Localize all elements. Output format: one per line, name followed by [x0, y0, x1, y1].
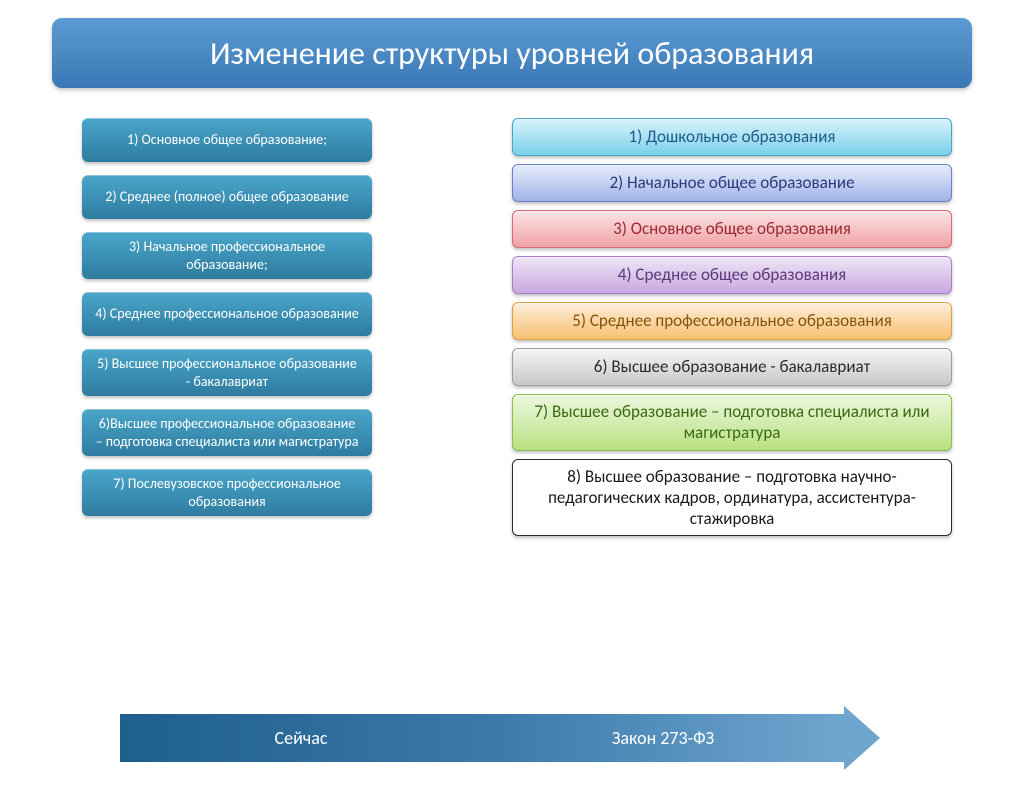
title-text: Изменение структуры уровней образования	[210, 34, 814, 73]
right-item-label: 2) Начальное общее образование	[609, 172, 854, 193]
right-item-1: 1) Дошкольное образования	[512, 118, 952, 156]
arrow-law-label: Закон 273-ФЗ	[612, 727, 714, 749]
right-item-label: 5) Среднее профессиональное образования	[572, 310, 892, 331]
left-item-label: 6)Высшее профессиональное образование – …	[94, 415, 360, 450]
comparison-columns: 1) Основное общее образование; 2) Среднее…	[32, 118, 992, 536]
arrow-segment-law: Закон 273-ФЗ	[482, 714, 844, 762]
arrow-head-icon	[844, 706, 880, 770]
left-item-3: 3) Начальное профессиональное образовани…	[82, 232, 372, 279]
arrow-body: Сейчас Закон 273-ФЗ	[120, 714, 844, 762]
left-item-label: 4) Среднее профессиональное образование	[95, 305, 358, 323]
left-item-label: 2) Среднее (полное) общее образование	[105, 188, 348, 206]
right-item-7: 7) Высшее образование – подготовка специ…	[512, 394, 952, 451]
left-item-5: 5) Высшее профессиональное образование -…	[82, 349, 372, 396]
left-column: 1) Основное общее образование; 2) Среднее…	[82, 118, 372, 536]
timeline-arrow: Сейчас Закон 273-ФЗ	[120, 714, 880, 762]
title-banner: Изменение структуры уровней образования	[52, 18, 972, 88]
right-item-8: 8) Высшее образование – подготовка научн…	[512, 459, 952, 537]
left-item-label: 3) Начальное профессиональное образовани…	[94, 238, 360, 273]
left-item-label: 1) Основное общее образование;	[127, 131, 327, 149]
right-column: 1) Дошкольное образования 2) Начальное об…	[512, 118, 952, 536]
left-item-7: 7) Послевузовское профессиональное образ…	[82, 469, 372, 516]
arrow-segment-now: Сейчас	[120, 714, 482, 762]
right-item-label: 1) Дошкольное образования	[629, 126, 836, 147]
right-item-label: 4) Среднее общее образования	[618, 264, 846, 285]
right-item-2: 2) Начальное общее образование	[512, 164, 952, 202]
left-item-label: 7) Послевузовское профессиональное образ…	[94, 475, 360, 510]
left-item-2: 2) Среднее (полное) общее образование	[82, 175, 372, 219]
right-item-4: 4) Среднее общее образования	[512, 256, 952, 294]
right-item-label: 7) Высшее образование – подготовка специ…	[525, 401, 939, 444]
left-item-label: 5) Высшее профессиональное образование -…	[94, 355, 360, 390]
left-item-6: 6)Высшее профессиональное образование – …	[82, 409, 372, 456]
right-item-3: 3) Основное общее образования	[512, 210, 952, 248]
right-item-label: 3) Основное общее образования	[613, 218, 851, 239]
left-item-1: 1) Основное общее образование;	[82, 118, 372, 162]
right-item-5: 5) Среднее профессиональное образования	[512, 302, 952, 340]
arrow-now-label: Сейчас	[275, 727, 328, 749]
right-item-6: 6) Высшее образование - бакалавриат	[512, 348, 952, 386]
left-item-4: 4) Среднее профессиональное образование	[82, 292, 372, 336]
right-item-label: 6) Высшее образование - бакалавриат	[594, 356, 870, 377]
right-item-label: 8) Высшее образование – подготовка научн…	[525, 466, 939, 530]
